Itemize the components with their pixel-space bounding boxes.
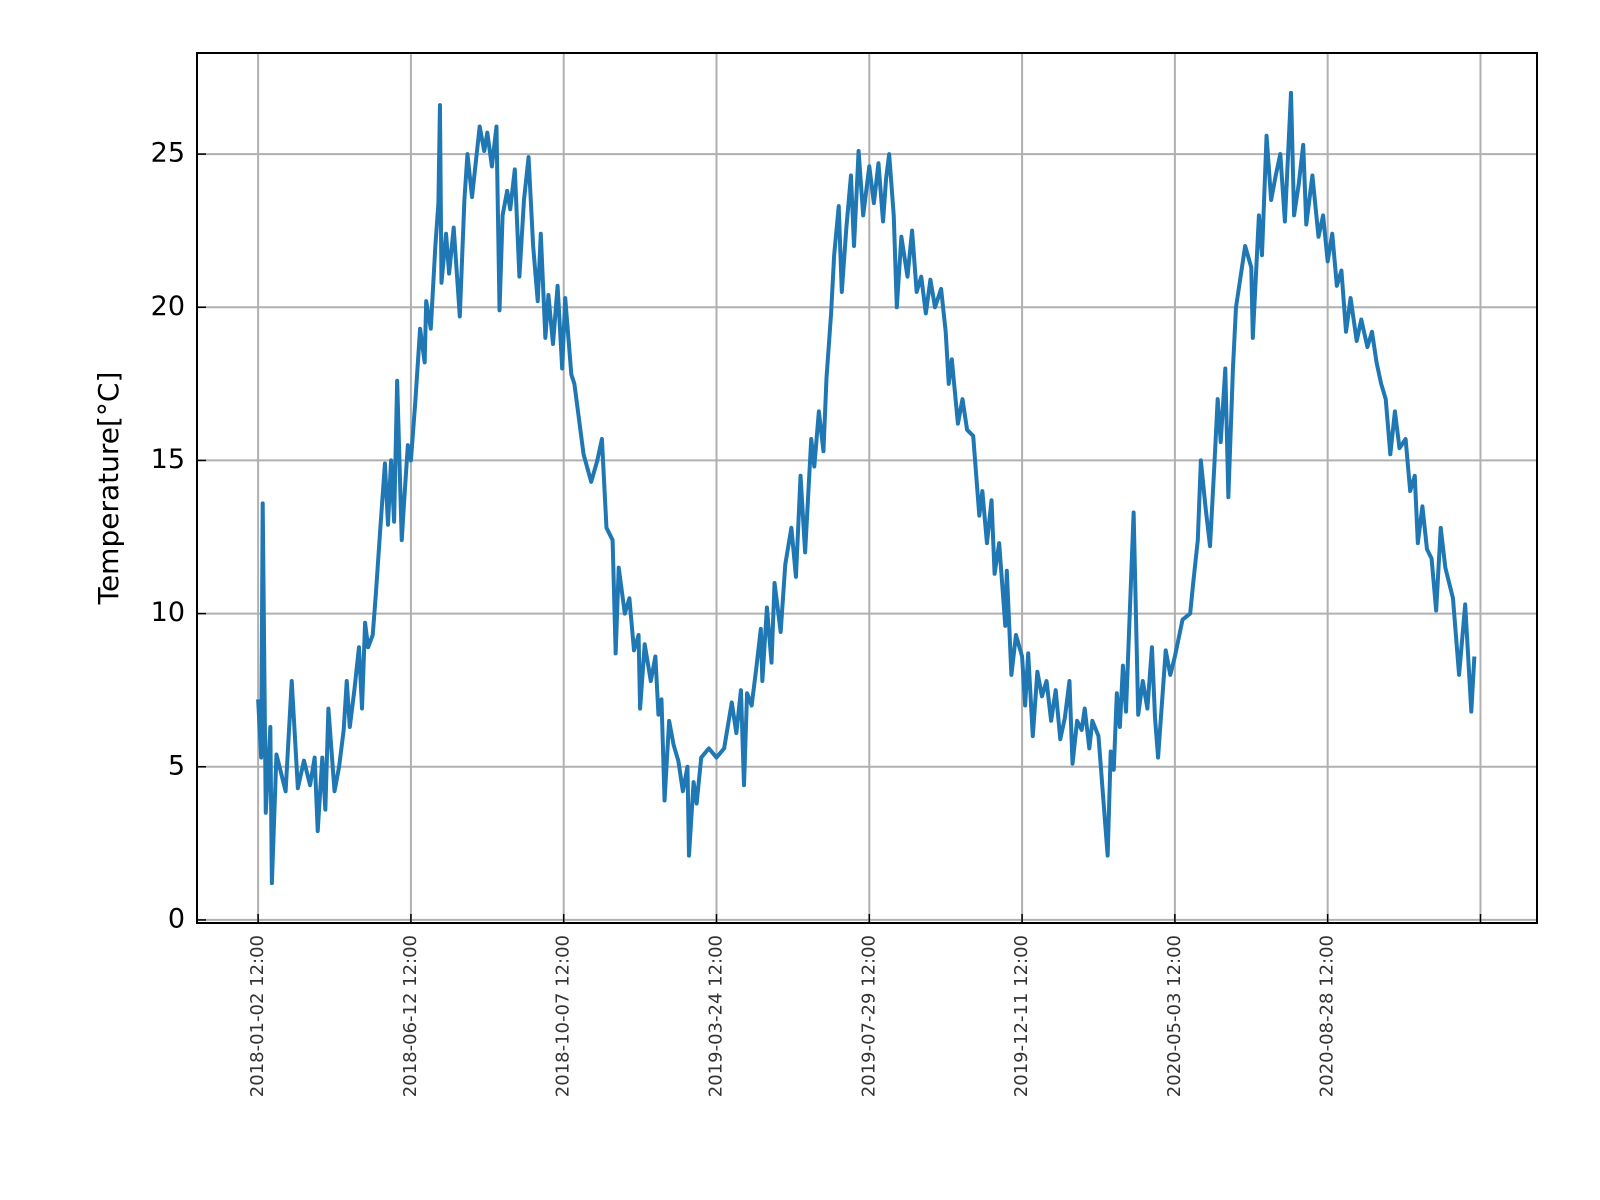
- y-tick-label: 15: [151, 444, 185, 475]
- y-tick-label: 0: [168, 903, 185, 934]
- y-tick-label: 5: [168, 750, 185, 781]
- x-tick-label: 2019-12-11 12:00: [1011, 935, 1032, 1097]
- y-tick-label: 25: [151, 138, 185, 169]
- x-tick-label: 2019-03-24 12:00: [705, 935, 726, 1097]
- y-axis-label: Temperature[°C]: [92, 372, 125, 606]
- y-tick-label: 20: [151, 291, 185, 322]
- data-line: [256, 90, 1477, 886]
- x-tick-label: 2018-01-02 12:00: [247, 935, 268, 1097]
- y-tick-label: 10: [151, 597, 185, 628]
- x-tick-label: 2020-08-28 12:00: [1317, 935, 1338, 1097]
- x-tick-label: 2018-06-12 12:00: [400, 935, 421, 1097]
- x-tick-label: 2020-05-03 12:00: [1164, 935, 1185, 1097]
- x-tick-label: 2019-07-29 12:00: [858, 935, 879, 1097]
- x-tick-label: 2018-10-07 12:00: [553, 935, 574, 1097]
- plot-frame: [196, 52, 1538, 924]
